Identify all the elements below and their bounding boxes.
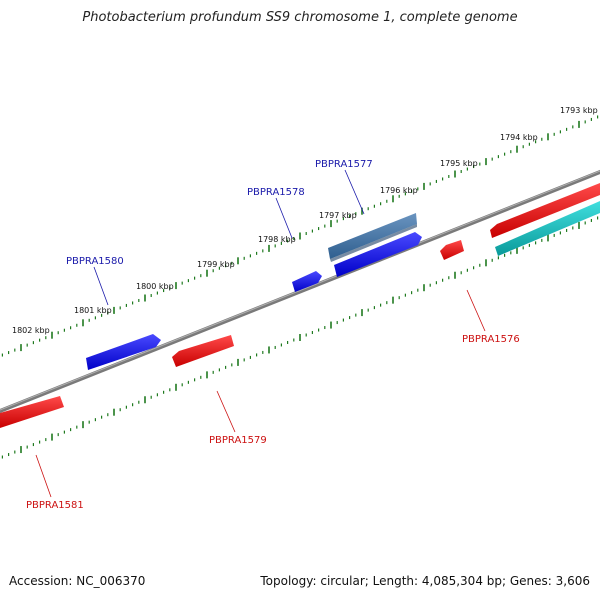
leader-PBPRA1579 [216,390,236,433]
leader-PBPRA1576 [466,289,486,332]
kbp-label: 1796 kbp [380,186,418,195]
kbp-label: 1797 kbp [319,211,357,220]
gene-label-PBPRA1578[interactable]: PBPRA1578 [247,187,305,198]
leader-PBPRA1581 [35,454,52,498]
kbp-label: 1800 kbp [136,282,174,291]
gene-PBPRA1576-neighbor[interactable] [490,183,600,238]
kbp-label: 1794 kbp [500,133,538,142]
accession-text: Accession: NC_006370 [9,574,146,588]
kbp-label: 1795 kbp [440,159,478,168]
kbp-label: 1798 kbp [258,235,296,244]
gene-label-PBPRA1577[interactable]: PBPRA1577 [315,159,373,170]
gene-PBPRA1578[interactable] [292,271,322,292]
gene-label-PBPRA1579[interactable]: PBPRA1579 [209,435,267,446]
genome-backbone [0,169,600,414]
kbp-label: 1801 kbp [74,306,112,315]
forward-tick-track [1,115,599,357]
gene-PBPRA1577[interactable] [328,213,417,262]
genome-summary-text: Topology: circular; Length: 4,085,304 bp… [260,574,590,588]
map-title: Photobacterium profundum SS9 chromosome … [82,10,518,25]
kbp-label: 1802 kbp [12,326,50,335]
reverse-tick-track [1,216,599,459]
gene-label-PBPRA1580[interactable]: PBPRA1580 [66,256,124,267]
leader-PBPRA1578 [275,197,293,239]
gene-PBPRA1581[interactable] [0,396,64,428]
kbp-label: 1799 kbp [197,260,235,269]
gene-label-PBPRA1581[interactable]: PBPRA1581 [26,500,84,511]
genome-backbone-highlight [0,170,600,411]
gene-label-PBPRA1576[interactable]: PBPRA1576 [462,334,520,345]
gene-PBPRA1576[interactable] [440,240,464,260]
gene-cyan-feature[interactable] [495,201,600,256]
gene-PBPRA1578-adjacent[interactable] [334,232,422,277]
leader-PBPRA1577 [344,169,365,215]
kbp-label: 1793 kbp [560,106,598,115]
leader-PBPRA1580 [93,266,109,306]
gene-PBPRA1580[interactable] [86,334,161,370]
gene-PBPRA1579[interactable] [172,335,234,367]
